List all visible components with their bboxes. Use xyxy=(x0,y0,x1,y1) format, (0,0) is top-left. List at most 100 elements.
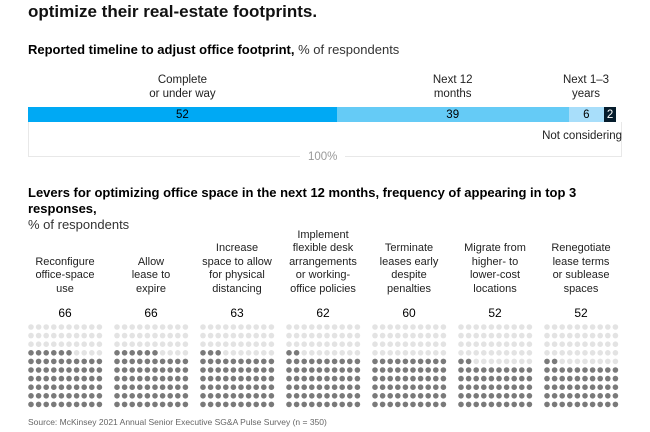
waffle-dot-filled xyxy=(395,358,401,365)
waffle-dot-filled xyxy=(215,375,221,382)
waffle-dot-filled xyxy=(66,401,72,408)
waffle-dot-filled xyxy=(458,358,464,365)
waffle-dot-filled xyxy=(253,367,259,373)
waffle-dot-filled xyxy=(433,384,439,390)
waffle-dot-empty xyxy=(215,332,221,339)
waffle-dot-filled xyxy=(144,375,151,382)
waffle-dot-filled xyxy=(551,401,558,408)
waffle-dot-empty xyxy=(223,332,229,339)
waffle-dot-filled xyxy=(417,367,424,373)
waffle-dot-filled xyxy=(207,401,214,408)
waffle-dot-empty xyxy=(458,350,464,356)
waffle-dot-filled xyxy=(379,375,386,382)
waffle-dot-filled xyxy=(58,393,65,399)
waffle-dot-empty xyxy=(81,350,87,356)
waffle-dot-empty xyxy=(417,324,424,330)
segment-label-not-considering: Not considering xyxy=(542,130,622,142)
waffle-dot-empty xyxy=(253,324,259,330)
waffle-dot-filled xyxy=(496,367,502,373)
waffle-dot-empty xyxy=(200,332,206,339)
waffle-dot-filled xyxy=(129,358,135,365)
waffle-dot-filled xyxy=(121,384,128,390)
waffle-dot-empty xyxy=(503,341,510,347)
waffle-dot-filled xyxy=(433,375,439,382)
waffle-dot-filled xyxy=(309,401,315,408)
waffle-dot-empty xyxy=(597,350,603,356)
waffle-dot-empty xyxy=(261,332,267,339)
waffle-dot-filled xyxy=(339,384,345,390)
waffle-dot-filled xyxy=(238,367,244,373)
waffle-dot-filled xyxy=(496,384,502,390)
waffle-dot-filled xyxy=(372,375,378,382)
waffle-dot-empty xyxy=(597,324,603,330)
waffle-dot-empty xyxy=(35,332,42,339)
waffle-dot-filled xyxy=(207,350,214,356)
waffle-dot-empty xyxy=(458,324,464,330)
waffle-dot-filled xyxy=(511,393,517,399)
waffle-dot-filled xyxy=(223,358,229,365)
waffle-dot-filled xyxy=(89,393,95,399)
waffle-dot-filled xyxy=(261,384,267,390)
waffle-dot-empty xyxy=(488,332,495,339)
waffle-dot-empty xyxy=(331,332,338,339)
waffle-dot-empty xyxy=(503,324,510,330)
waffle-dot-filled xyxy=(597,401,603,408)
waffle-dot-empty xyxy=(137,341,143,347)
waffle-dot-filled xyxy=(286,401,292,408)
waffle-dot-filled xyxy=(511,384,517,390)
waffle-dot-filled xyxy=(331,393,338,399)
waffle-dot-filled xyxy=(503,401,510,408)
waffle-dot-filled xyxy=(81,384,87,390)
waffle-dot-empty xyxy=(582,332,588,339)
waffle-dot-filled xyxy=(144,367,151,373)
waffle-dot-filled xyxy=(268,367,275,373)
lever-value: 52 xyxy=(574,306,588,320)
waffle-dot-empty xyxy=(417,341,424,347)
waffle-dot-filled xyxy=(324,401,330,408)
waffle-dot-filled xyxy=(567,393,573,399)
waffle-dot-filled xyxy=(354,358,361,365)
waffle-dot-filled xyxy=(51,401,57,408)
waffle-dot-empty xyxy=(559,324,565,330)
waffle-dot-empty xyxy=(511,324,517,330)
waffle-dot-empty xyxy=(81,341,87,347)
lever-value: 66 xyxy=(58,306,72,320)
waffle-grid xyxy=(544,324,619,408)
waffle-dot-empty xyxy=(481,341,487,347)
waffle-dot-filled xyxy=(544,393,550,399)
waffle-dot-filled xyxy=(379,384,386,390)
waffle-dot-empty xyxy=(96,341,103,347)
waffle-dot-empty xyxy=(293,324,300,330)
waffle-dot-filled xyxy=(387,375,393,382)
waffle-dot-empty xyxy=(496,332,502,339)
waffle-dot-empty xyxy=(73,332,80,339)
waffle-grid xyxy=(114,324,189,408)
waffle-dot-filled xyxy=(473,375,479,382)
waffle-dot-filled xyxy=(238,375,244,382)
waffle-dot-filled xyxy=(28,367,34,373)
waffle-dot-empty xyxy=(200,341,206,347)
waffle-dot-empty xyxy=(379,324,386,330)
waffle-dot-empty xyxy=(379,350,386,356)
waffle-dot-empty xyxy=(589,332,596,339)
waffle-dot-empty xyxy=(316,341,323,347)
waffle-dot-filled xyxy=(66,393,72,399)
waffle-dot-filled xyxy=(574,401,581,408)
waffle-dot-empty xyxy=(425,332,431,339)
waffle-dot-empty xyxy=(425,341,431,347)
waffle-dot-empty xyxy=(324,324,330,330)
waffle-dot-empty xyxy=(238,332,244,339)
waffle-dot-empty xyxy=(167,324,173,330)
waffle-dot-empty xyxy=(339,341,345,347)
waffle-dot-empty xyxy=(28,341,34,347)
waffle-dot-filled xyxy=(200,375,206,382)
waffle-dot-empty xyxy=(488,358,495,365)
waffle-dot-empty xyxy=(223,350,229,356)
waffle-dot-empty xyxy=(567,332,573,339)
waffle-dot-filled xyxy=(215,350,221,356)
waffle-dot-filled xyxy=(465,384,472,390)
waffle-dot-filled xyxy=(230,401,237,408)
waffle-dot-filled xyxy=(51,367,57,373)
waffle-dot-filled xyxy=(395,375,401,382)
waffle-dot-empty xyxy=(347,332,353,339)
